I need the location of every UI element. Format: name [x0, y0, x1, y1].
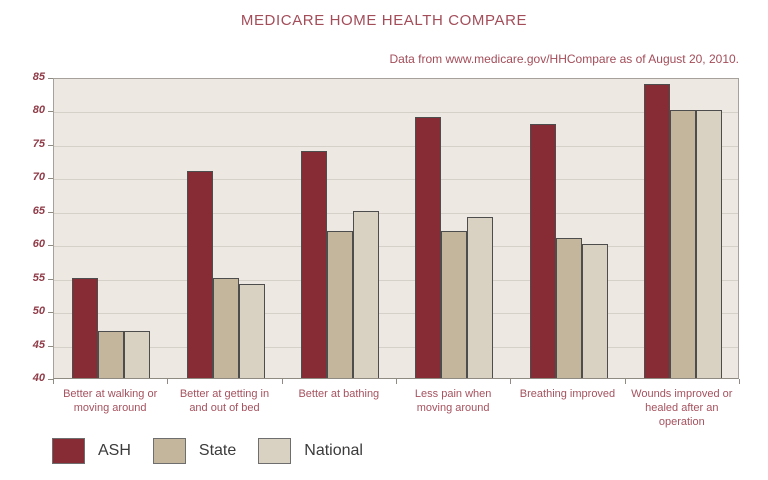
bar-ash-group2 [186, 170, 213, 378]
bar-national-group1 [124, 331, 151, 378]
y-axis-tick-60 [48, 245, 53, 247]
gridline-65 [54, 212, 738, 214]
bar-state-group3 [326, 230, 353, 378]
category-label-3: Better at bathing [298, 388, 380, 400]
bar-national-group3 [352, 210, 379, 378]
y-axis-tick-65 [48, 211, 53, 213]
gridline-80 [54, 112, 738, 114]
bar-ash-group5 [529, 123, 556, 378]
legend-swatch-national [258, 438, 292, 464]
y-axis-label-60: 60 [32, 238, 45, 251]
category-label-5: Breathing improved [519, 388, 616, 400]
legend-label-state: State [198, 442, 237, 459]
x-axis-tick-2 [281, 379, 283, 384]
x-axis-tick-1 [167, 379, 169, 384]
gridline-55 [54, 279, 738, 281]
gridline-75 [54, 145, 738, 147]
y-axis-label-80: 80 [32, 104, 45, 117]
legend-item-ash: ASH [52, 438, 131, 464]
y-axis-tick-55 [48, 278, 53, 280]
y-axis-label-45: 45 [32, 338, 45, 351]
bar-state-group4 [441, 230, 468, 378]
category-label-6: Wounds improved or healed after an opera… [631, 388, 733, 428]
legend-item-national: National [258, 438, 363, 464]
x-axis-tick-3 [396, 379, 397, 384]
y-axis-label-50: 50 [32, 305, 45, 318]
x-axis-tick-6 [739, 379, 740, 384]
y-axis-tick-75 [48, 144, 53, 146]
bar-national-group5 [581, 244, 608, 378]
legend-swatch-state [152, 438, 186, 464]
plot-area [53, 78, 739, 379]
y-axis-tick-40 [48, 379, 53, 380]
bar-national-group2 [238, 284, 265, 378]
bar-ash-group3 [300, 150, 327, 378]
bar-state-group6 [669, 110, 696, 378]
chart-title: MEDICARE HOME HEALTH COMPARE [240, 12, 528, 29]
y-axis-label-75: 75 [32, 137, 45, 150]
bar-ash-group6 [643, 83, 670, 378]
legend-item-state: State [152, 438, 237, 464]
y-axis-label-85: 85 [32, 71, 45, 83]
x-axis-tick-5 [624, 379, 626, 384]
y-axis-label-40: 40 [32, 372, 45, 384]
gridline-60 [54, 246, 738, 248]
category-label-2: Better at getting in and out of bed [179, 388, 270, 414]
x-axis-tick-0 [53, 379, 54, 384]
y-axis-label-65: 65 [32, 204, 45, 217]
y-axis-tick-45 [48, 345, 53, 347]
y-axis-label-70: 70 [32, 171, 45, 184]
gridline-45 [54, 346, 738, 348]
bar-ash-group1 [72, 277, 99, 378]
gridline-70 [54, 179, 738, 181]
bar-national-group6 [695, 110, 722, 378]
legend: ASH State National [52, 438, 385, 464]
y-axis-tick-80 [48, 111, 53, 113]
y-axis-tick-70 [48, 178, 53, 180]
category-label-4: Less pain when moving around [414, 388, 492, 414]
y-axis-tick-85 [48, 78, 53, 79]
x-axis-category-labels: Better at walking or moving around Better… [53, 387, 739, 429]
y-axis-label-55: 55 [32, 271, 45, 284]
bar-national-group4 [467, 217, 494, 378]
category-label-1: Better at walking or moving around [63, 388, 158, 414]
chart-subtitle: Data from www.medicare.gov/HHCompare as … [389, 52, 740, 66]
gridline-50 [54, 313, 738, 315]
bar-state-group1 [98, 331, 125, 378]
bar-state-group5 [555, 237, 582, 378]
bar-state-group2 [212, 277, 239, 378]
bar-ash-group4 [415, 117, 442, 378]
legend-label-national: National [304, 442, 363, 459]
legend-swatch-ash [52, 438, 85, 464]
x-axis-tick-4 [510, 379, 512, 384]
y-axis-tick-50 [48, 312, 53, 314]
legend-label-ash: ASH [98, 442, 131, 459]
